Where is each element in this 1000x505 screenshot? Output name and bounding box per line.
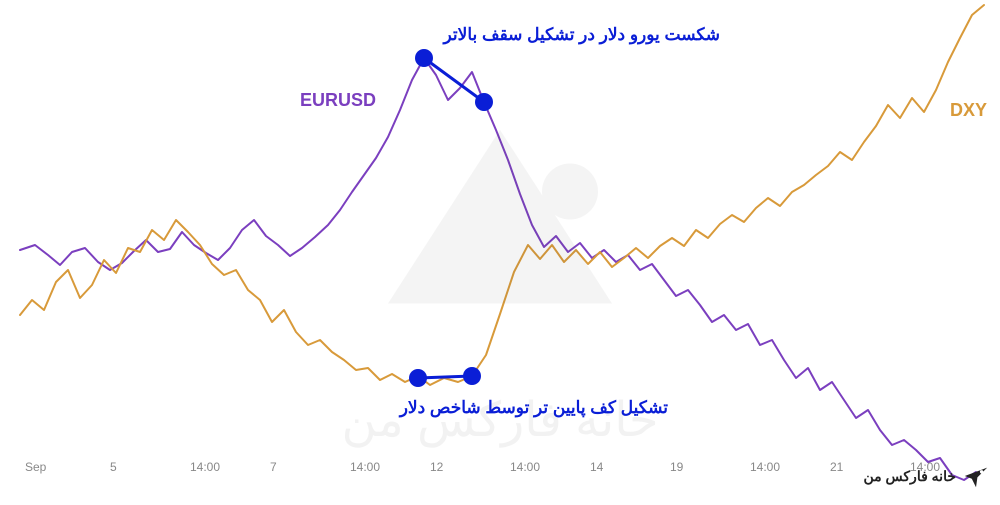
- x-tick: 5: [110, 460, 117, 474]
- x-tick: 7: [270, 460, 277, 474]
- annotation-bottom: تشکیل کف پایین تر توسط شاخص دلار: [400, 398, 668, 418]
- chart-svg: [0, 0, 1000, 500]
- x-tick: 21: [830, 460, 843, 474]
- x-tick: 12: [430, 460, 443, 474]
- x-tick: 14: [590, 460, 603, 474]
- x-tick: 14:00: [350, 460, 380, 474]
- x-tick: 19: [670, 460, 683, 474]
- series-label-dxy: DXY: [950, 100, 987, 121]
- x-tick: Sep: [25, 460, 46, 474]
- x-tick: 14:00: [190, 460, 220, 474]
- chart-root: خانه فارکس من EURUSD DXY شکست یورو دلار …: [0, 0, 1000, 500]
- annotation-top: شکست یورو دلار در تشکیل سقف بالاتر: [444, 25, 720, 45]
- x-tick: 14:00: [750, 460, 780, 474]
- series-label-eurusd: EURUSD: [300, 90, 376, 111]
- x-tick: 14:00: [510, 460, 540, 474]
- paper-plane-icon: [962, 462, 990, 490]
- brand-logo: خانه فارکس من: [864, 462, 991, 490]
- brand-text: خانه فارکس من: [864, 468, 957, 485]
